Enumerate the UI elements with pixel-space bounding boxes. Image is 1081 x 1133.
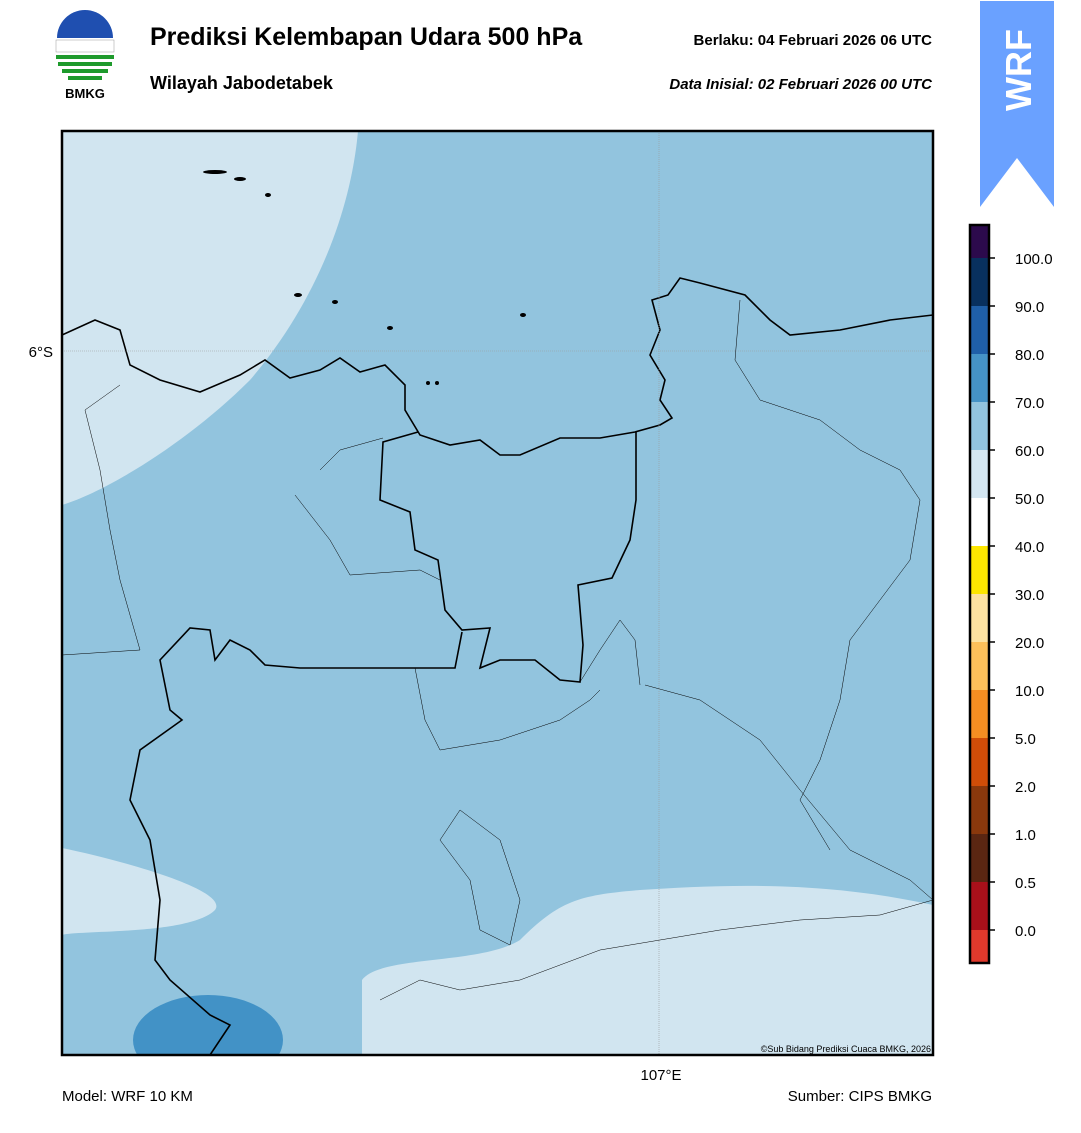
map: ©Sub Bidang Prediksi Cuaca BMKG, 2026 <box>62 131 933 1055</box>
colorbar-label: 2.0 <box>1015 779 1036 796</box>
logo-text: BMKG <box>65 86 105 101</box>
colorbar-segment <box>970 882 989 930</box>
colorbar-segment <box>970 738 989 786</box>
colorbar-label: 30.0 <box>1015 587 1044 604</box>
colorbar-label: 50.0 <box>1015 491 1044 508</box>
lon-label: 107°E <box>640 1067 681 1084</box>
colorbar-segment <box>970 642 989 690</box>
colorbar-label: 0.5 <box>1015 875 1036 892</box>
colorbar-label: 0.0 <box>1015 923 1036 940</box>
colorbar-label: 10.0 <box>1015 683 1044 700</box>
badge: WRF <box>980 1 1054 207</box>
colorbar-segment <box>970 546 989 594</box>
colorbar-segment <box>970 690 989 738</box>
dry-region <box>362 885 933 1055</box>
colorbar-segment <box>970 225 989 258</box>
colorbar-segment <box>970 834 989 882</box>
district-borders <box>62 299 933 1001</box>
colorbar-segment <box>970 306 989 354</box>
dry-region <box>62 131 358 505</box>
coastline <box>62 277 933 1055</box>
colorbar-label: 40.0 <box>1015 539 1044 556</box>
init-time: Data Inisial: 02 Februari 2026 00 UTC <box>669 76 933 93</box>
colorbar: 0.0 0.5 1.0 2.0 5.0 10.0 20.0 30.0 40.0 50.0 60.0 7… <box>968 223 1053 965</box>
colorbar-label: 20.0 <box>1015 635 1044 652</box>
colorbar-segment <box>970 930 989 963</box>
colorbar-segment <box>970 402 989 450</box>
credit: ©Sub Bidang Prediksi Cuaca BMKG, 2026 <box>761 1044 931 1054</box>
valid-time: Berlaku: 04 Februari 2026 06 UTC <box>694 32 933 49</box>
colorbar-segment <box>970 354 989 402</box>
colorbar-segment <box>970 258 989 306</box>
colorbar-segment <box>970 594 989 642</box>
colorbar-label: 90.0 <box>1015 299 1044 316</box>
dry-region <box>62 848 217 935</box>
colorbar-segment <box>970 498 989 546</box>
colorbar-label: 80.0 <box>1015 347 1044 364</box>
title: Prediksi Kelembapan Udara 500 hPa <box>150 23 583 51</box>
colorbar-segment <box>970 786 989 834</box>
logo: BMKG <box>55 10 115 101</box>
colorbar-label: 1.0 <box>1015 827 1036 844</box>
map-frame <box>60 129 935 1057</box>
badge-text: WRF <box>998 29 1039 111</box>
islands <box>203 170 526 385</box>
colorbar-label: 60.0 <box>1015 443 1044 460</box>
lat-label: 6°S <box>29 344 53 361</box>
colorbar-segment <box>970 450 989 498</box>
subtitle: Wilayah Jabodetabek <box>150 73 334 93</box>
colorbar-label: 70.0 <box>1015 395 1044 412</box>
wet-region <box>133 995 283 1055</box>
colorbar-label: 100.0 <box>1015 251 1053 268</box>
model-note: Model: WRF 10 KM <box>62 1088 193 1105</box>
source-note: Sumber: CIPS BMKG <box>788 1088 932 1105</box>
colorbar-label: 5.0 <box>1015 731 1036 748</box>
